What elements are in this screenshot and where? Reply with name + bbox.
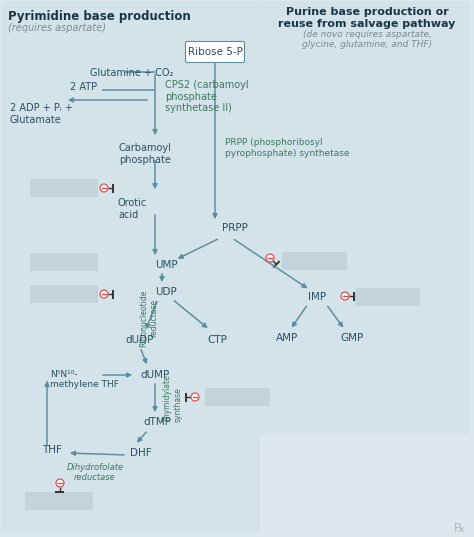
Text: Orotic
acid: Orotic acid bbox=[118, 198, 147, 220]
Text: GMP: GMP bbox=[340, 333, 363, 343]
Circle shape bbox=[266, 254, 274, 262]
FancyBboxPatch shape bbox=[355, 288, 420, 306]
Text: THF: THF bbox=[42, 445, 62, 455]
Text: Glutamine + CO₂: Glutamine + CO₂ bbox=[90, 68, 173, 78]
Text: AMP: AMP bbox=[276, 333, 298, 343]
FancyBboxPatch shape bbox=[30, 179, 98, 197]
Text: Ribose 5-P: Ribose 5-P bbox=[188, 47, 242, 57]
FancyBboxPatch shape bbox=[205, 388, 270, 406]
Text: Pyrimidine base production: Pyrimidine base production bbox=[8, 10, 191, 23]
Text: ℞: ℞ bbox=[455, 521, 465, 534]
Text: Dihydrofolate
reductase: Dihydrofolate reductase bbox=[66, 463, 124, 482]
Text: dTMP: dTMP bbox=[143, 417, 171, 427]
Text: dUDP: dUDP bbox=[125, 335, 154, 345]
Text: Purine base production or
reuse from salvage pathway: Purine base production or reuse from sal… bbox=[278, 7, 456, 28]
Text: Thymidylate
synthase: Thymidylate synthase bbox=[163, 374, 182, 422]
Text: PRPP: PRPP bbox=[222, 223, 248, 233]
Circle shape bbox=[100, 290, 108, 298]
Text: CTP: CTP bbox=[207, 335, 227, 345]
FancyBboxPatch shape bbox=[30, 285, 98, 303]
FancyBboxPatch shape bbox=[30, 253, 98, 271]
Text: 2 ATP: 2 ATP bbox=[70, 82, 97, 92]
Text: IMP: IMP bbox=[308, 292, 326, 302]
Text: (requires aspartate): (requires aspartate) bbox=[8, 23, 106, 33]
Text: UMP: UMP bbox=[155, 260, 178, 270]
FancyBboxPatch shape bbox=[25, 492, 93, 510]
Text: UDP: UDP bbox=[155, 287, 177, 297]
Text: (de novo requires aspartate,
glycine, glutamine, and THF): (de novo requires aspartate, glycine, gl… bbox=[302, 30, 432, 49]
FancyBboxPatch shape bbox=[260, 1, 470, 435]
Text: CPS2 (carbamoyl
phosphate
synthetase II): CPS2 (carbamoyl phosphate synthetase II) bbox=[165, 80, 249, 113]
Text: Ribonucleotide
reductase: Ribonucleotide reductase bbox=[139, 289, 159, 347]
Text: N⁵N¹⁰-
methylene THF: N⁵N¹⁰- methylene THF bbox=[50, 370, 119, 389]
Circle shape bbox=[191, 393, 199, 401]
FancyBboxPatch shape bbox=[282, 252, 347, 270]
Text: Carbamoyl
phosphate: Carbamoyl phosphate bbox=[119, 143, 172, 165]
Text: 2 ADP + Pᵢ +
Glutamate: 2 ADP + Pᵢ + Glutamate bbox=[10, 103, 73, 125]
Text: PRPP (phosphoribosyl
pyrophosphate) synthetase: PRPP (phosphoribosyl pyrophosphate) synt… bbox=[225, 139, 349, 158]
FancyBboxPatch shape bbox=[185, 41, 245, 62]
Circle shape bbox=[100, 184, 108, 192]
Circle shape bbox=[341, 292, 349, 300]
Circle shape bbox=[56, 479, 64, 487]
Text: dUMP: dUMP bbox=[140, 370, 169, 380]
FancyBboxPatch shape bbox=[1, 1, 260, 533]
Text: DHF: DHF bbox=[130, 448, 152, 458]
